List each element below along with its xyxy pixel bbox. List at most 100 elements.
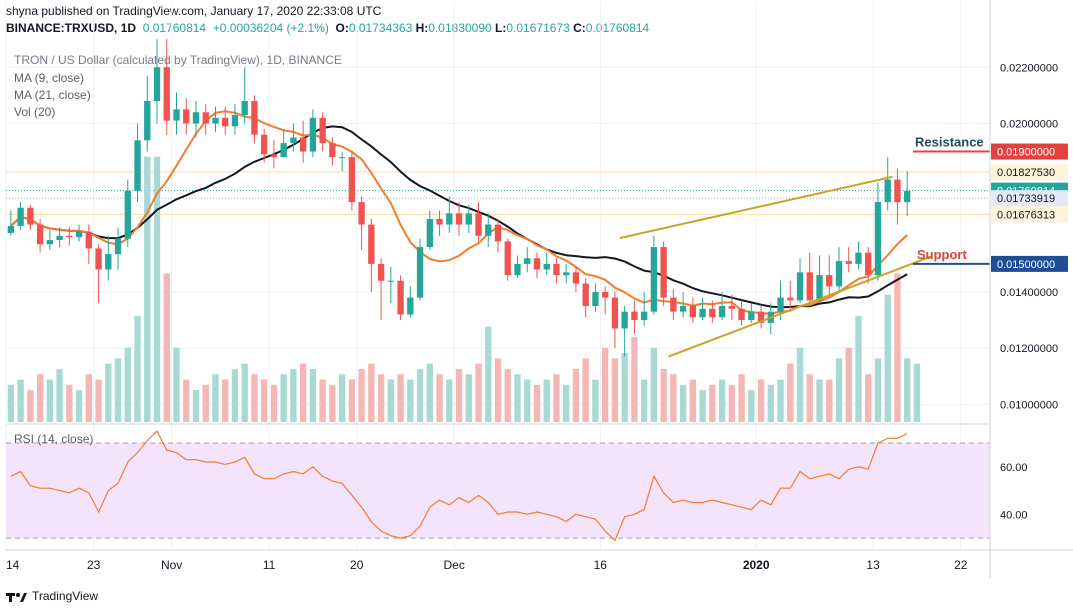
volume-bar-3 bbox=[36, 374, 44, 422]
volume-bar-68 bbox=[670, 374, 677, 422]
candle-body-59 bbox=[582, 283, 589, 307]
time-tick-label-8: 13 bbox=[866, 558, 880, 572]
price-badge-label-4: 0.01676313 bbox=[997, 209, 1055, 221]
low-label: L: bbox=[495, 21, 507, 35]
candle-body-23 bbox=[231, 115, 239, 127]
volume-bar-71 bbox=[699, 390, 706, 422]
candle-body-82 bbox=[806, 272, 813, 301]
candle-body-86 bbox=[845, 261, 852, 264]
candle-body-18 bbox=[183, 109, 190, 124]
candle-body-8 bbox=[85, 231, 92, 249]
candle-body-12 bbox=[124, 190, 131, 239]
price-change: +0.00036204 (+2.1%) bbox=[212, 21, 329, 35]
rsi-tick-label-1: 40.00 bbox=[1000, 509, 1028, 521]
candle-body-3 bbox=[36, 224, 44, 245]
price-badge-bg-5 bbox=[991, 255, 1068, 272]
candle-body-75 bbox=[738, 308, 745, 321]
volume-bar-65 bbox=[640, 379, 648, 422]
candle-body-58 bbox=[572, 272, 580, 284]
price-badge-label-5: 0.01500000 bbox=[997, 259, 1055, 271]
candle-body-2 bbox=[27, 207, 34, 225]
legend-rsi: RSI (14, close) bbox=[14, 432, 94, 446]
volume-bar-59 bbox=[582, 358, 589, 422]
candle-body-67 bbox=[660, 247, 667, 298]
candle-body-24 bbox=[241, 100, 248, 116]
price-badge-label-0: 0.01900000 bbox=[997, 147, 1055, 159]
rsi-band bbox=[6, 443, 990, 539]
volume-bar-92 bbox=[904, 358, 911, 422]
candle-body-39 bbox=[387, 280, 394, 282]
rsi-tick-label-0: 60.00 bbox=[1000, 462, 1028, 474]
footer-brand: TradingView bbox=[6, 589, 98, 603]
volume-bar-39 bbox=[387, 379, 394, 422]
volume-bar-12 bbox=[124, 347, 131, 422]
candle-body-28 bbox=[280, 143, 287, 158]
volume-bar-19 bbox=[192, 390, 200, 422]
candle-body-19 bbox=[192, 112, 200, 124]
volume-bar-10 bbox=[105, 363, 112, 422]
volume-bar-85 bbox=[835, 358, 843, 422]
candle-body-73 bbox=[718, 306, 726, 318]
candle-body-65 bbox=[640, 311, 648, 321]
volume-bar-6 bbox=[66, 384, 73, 422]
candle-body-71 bbox=[699, 308, 706, 318]
volume-bar-73 bbox=[718, 379, 726, 422]
trend-line-upper-channel bbox=[619, 175, 893, 240]
volume-bar-21 bbox=[212, 374, 219, 422]
rsi-line bbox=[10, 430, 908, 542]
candle-body-84 bbox=[826, 275, 833, 287]
time-tick-label-7: 2020 bbox=[743, 558, 770, 572]
candle-body-27 bbox=[270, 154, 278, 158]
price-tick-label-3: 0.01200000 bbox=[1000, 343, 1058, 355]
low-value: 0.01671673 bbox=[506, 21, 570, 35]
volume-bar-54 bbox=[533, 384, 541, 422]
candle-body-9 bbox=[95, 248, 102, 270]
candle-body-14 bbox=[144, 100, 151, 141]
candle-body-43 bbox=[426, 218, 433, 248]
volume-bar-15 bbox=[153, 156, 161, 422]
volume-bar-56 bbox=[553, 374, 560, 422]
candle-body-77 bbox=[757, 311, 765, 323]
candle-body-22 bbox=[222, 117, 229, 127]
high-label: H: bbox=[415, 21, 429, 35]
volume-bar-62 bbox=[611, 358, 619, 422]
price-badge-label-3: 0.01733919 bbox=[997, 193, 1055, 205]
volume-bar-67 bbox=[660, 368, 667, 422]
candle-body-52 bbox=[514, 263, 521, 276]
volume-bar-1 bbox=[17, 379, 24, 422]
footer-brand-text: TradingView bbox=[32, 589, 99, 603]
candle-body-36 bbox=[358, 202, 365, 225]
volume-bar-37 bbox=[368, 363, 375, 422]
volume-bar-9 bbox=[95, 379, 102, 422]
candle-body-68 bbox=[670, 297, 677, 312]
volume-bar-49 bbox=[485, 326, 492, 422]
volume-bar-38 bbox=[377, 374, 385, 422]
volume-bar-72 bbox=[709, 384, 716, 422]
volume-bar-57 bbox=[563, 384, 570, 422]
volume-bar-11 bbox=[114, 358, 122, 422]
candle-body-45 bbox=[446, 213, 453, 225]
volume-bar-44 bbox=[436, 374, 443, 422]
volume-bar-34 bbox=[338, 374, 346, 422]
candle-body-47 bbox=[465, 213, 472, 225]
candle-body-4 bbox=[46, 240, 54, 245]
volume-bar-66 bbox=[650, 347, 658, 422]
chart-title: TRON / US Dollar (calculated by TradingV… bbox=[14, 53, 342, 67]
time-tick-label-1: 23 bbox=[87, 558, 101, 572]
candle-body-57 bbox=[563, 272, 570, 276]
candle-body-44 bbox=[436, 218, 443, 225]
candle-body-17 bbox=[173, 109, 180, 121]
candle-body-83 bbox=[816, 275, 823, 301]
candle-body-64 bbox=[631, 311, 638, 321]
volume-bar-5 bbox=[56, 368, 63, 422]
volume-bar-4 bbox=[46, 379, 54, 422]
candle-body-21 bbox=[212, 117, 219, 124]
legend-volume: Vol (20) bbox=[14, 105, 56, 119]
volume-bar-24 bbox=[241, 363, 248, 422]
volume-bar-45 bbox=[446, 379, 453, 422]
volume-bar-47 bbox=[465, 374, 472, 422]
candle-body-20 bbox=[202, 112, 209, 124]
time-tick-label-4: 20 bbox=[350, 558, 364, 572]
volume-bar-7 bbox=[75, 390, 83, 422]
